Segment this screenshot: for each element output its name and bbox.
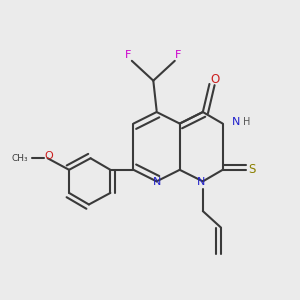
Text: N: N bbox=[152, 177, 161, 188]
Text: CH₃: CH₃ bbox=[11, 154, 28, 163]
Text: N: N bbox=[232, 117, 241, 127]
Text: O: O bbox=[44, 151, 53, 161]
Text: F: F bbox=[175, 50, 181, 60]
Text: F: F bbox=[125, 50, 132, 60]
Text: H: H bbox=[243, 117, 250, 127]
Text: O: O bbox=[211, 74, 220, 86]
Text: N: N bbox=[197, 177, 206, 188]
Text: S: S bbox=[249, 163, 256, 176]
